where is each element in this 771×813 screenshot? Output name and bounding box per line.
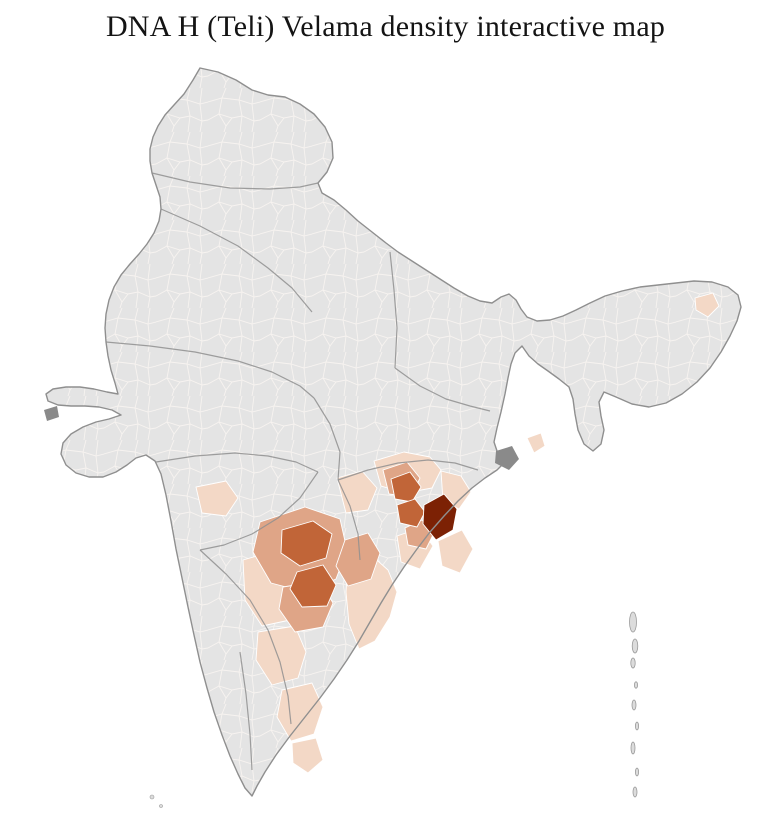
district-shape[interactable] [280, 520, 333, 567]
state-borders [105, 172, 491, 771]
island [159, 804, 163, 808]
district-shape[interactable] [291, 737, 324, 774]
dark-gray-features [44, 406, 519, 470]
district-shape[interactable] [390, 471, 422, 503]
density-districts[interactable] [195, 292, 720, 774]
india-outline [45, 67, 742, 797]
page-title: DNA H (Teli) Velama density interactive … [105, 10, 666, 43]
island[interactable] [635, 721, 640, 731]
lakshadweep-islands [149, 794, 163, 808]
district-shape[interactable] [694, 292, 720, 318]
island[interactable] [630, 741, 636, 755]
district-shape[interactable] [526, 432, 546, 454]
island [149, 794, 155, 800]
district-shape[interactable] [336, 470, 378, 514]
district-shape[interactable] [289, 564, 337, 608]
map-container [0, 52, 771, 813]
island[interactable] [631, 638, 639, 654]
india-map[interactable] [0, 52, 771, 813]
district-shape[interactable] [396, 498, 426, 528]
island[interactable] [632, 786, 638, 798]
india-landmass[interactable] [46, 68, 741, 796]
island[interactable] [634, 681, 639, 689]
sundarbans-delta [495, 446, 519, 470]
kutch-marsh [44, 406, 59, 421]
district-shape[interactable] [195, 480, 239, 517]
district-shape[interactable] [437, 529, 474, 574]
island[interactable] [629, 611, 637, 633]
district-shape[interactable] [422, 493, 458, 541]
island[interactable] [635, 767, 640, 777]
island[interactable] [630, 657, 636, 669]
district-mesh-overlay [46, 68, 741, 796]
island[interactable] [631, 699, 637, 711]
district-shape[interactable] [335, 532, 381, 587]
andaman-nicobar-islands[interactable] [629, 611, 640, 798]
